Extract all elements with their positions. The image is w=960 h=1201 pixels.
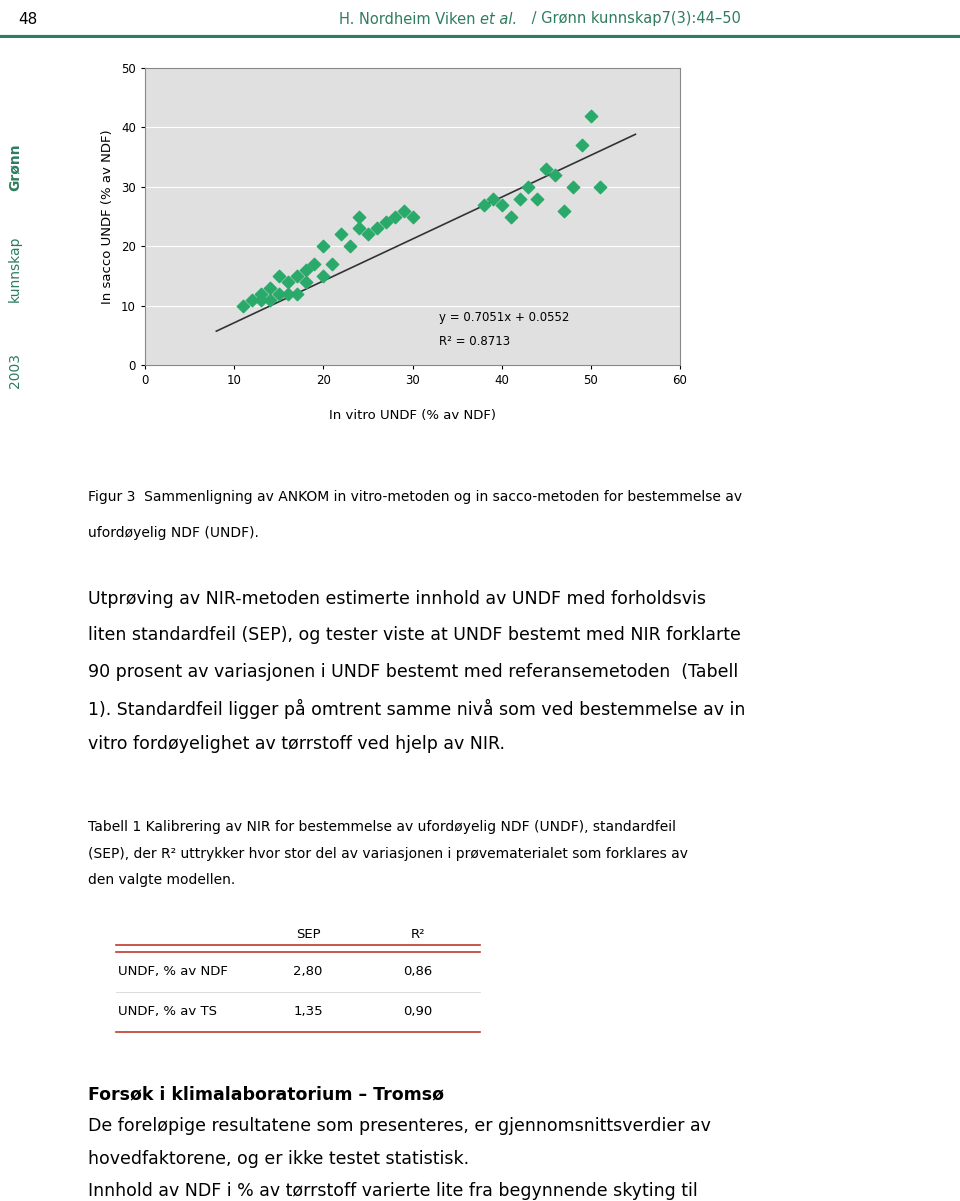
Point <box>271 285 286 304</box>
Point <box>343 237 358 256</box>
Text: R²: R² <box>411 928 425 942</box>
Text: SEP: SEP <box>296 928 321 942</box>
Point <box>387 207 402 226</box>
Point <box>289 267 304 286</box>
Point <box>333 225 348 244</box>
Text: H. Nordheim Viken: H. Nordheim Viken <box>339 12 480 26</box>
Text: Figur 3  Sammenligning av ANKOM in vitro-metoden og in sacco-metoden for bestemm: Figur 3 Sammenligning av ANKOM in vitro-… <box>88 490 742 504</box>
Point <box>307 255 323 274</box>
Text: 2,80: 2,80 <box>294 966 323 979</box>
Point <box>235 295 251 315</box>
Text: (SEP), der R² uttrykker hvor stor del av variasjonen i prøvematerialet som forkl: (SEP), der R² uttrykker hvor stor del av… <box>88 847 688 861</box>
Point <box>494 195 510 214</box>
Point <box>280 285 296 304</box>
Point <box>520 178 536 197</box>
Point <box>324 255 340 274</box>
Point <box>280 273 296 292</box>
Text: Tabell 1 Kalibrering av NIR for bestemmelse av ufordøyelig NDF (UNDF), standardf: Tabell 1 Kalibrering av NIR for bestemme… <box>88 820 676 833</box>
Point <box>485 189 500 208</box>
Point <box>592 178 608 197</box>
Text: 48: 48 <box>18 12 37 26</box>
Point <box>547 166 563 185</box>
Text: hovedfaktorene, og er ikke testet statistisk.: hovedfaktorene, og er ikke testet statis… <box>88 1151 469 1167</box>
Text: In vitro UNDF (% av NDF): In vitro UNDF (% av NDF) <box>329 408 496 422</box>
Point <box>378 213 394 232</box>
Text: den valgte modellen.: den valgte modellen. <box>88 873 235 888</box>
Point <box>351 207 367 226</box>
Point <box>253 291 269 310</box>
Point <box>316 267 331 286</box>
Text: Grønn: Grønn <box>8 144 22 191</box>
Text: Forsøk i klimalaboratorium – Tromsø: Forsøk i klimalaboratorium – Tromsø <box>88 1085 444 1103</box>
Text: 0,86: 0,86 <box>403 966 433 979</box>
Point <box>503 207 518 226</box>
Text: UNDF, % av TS: UNDF, % av TS <box>118 1005 217 1018</box>
Text: 2003: 2003 <box>8 353 22 388</box>
Point <box>574 136 589 155</box>
Point <box>289 285 304 304</box>
Point <box>298 261 313 280</box>
Text: / Grønn kunnskap7(3):44–50: / Grønn kunnskap7(3):44–50 <box>527 12 741 26</box>
Text: et al.: et al. <box>480 12 517 26</box>
Text: y = 0.7051x + 0.0552: y = 0.7051x + 0.0552 <box>440 311 569 324</box>
Point <box>262 279 277 298</box>
Text: vitro fordøyelighet av tørrstoff ved hjelp av NIR.: vitro fordøyelighet av tørrstoff ved hje… <box>88 735 505 753</box>
Point <box>565 178 581 197</box>
Point <box>316 237 331 256</box>
Text: 1,35: 1,35 <box>293 1005 323 1018</box>
Text: liten standardfeil (SEP), og tester viste at UNDF bestemt med NIR forklarte: liten standardfeil (SEP), og tester vist… <box>88 627 741 645</box>
Text: Innhold av NDF i % av tørrstoff varierte lite fra begynnende skyting til: Innhold av NDF i % av tørrstoff varierte… <box>88 1183 698 1201</box>
Text: 0,90: 0,90 <box>403 1005 433 1018</box>
Y-axis label: In sacco UNDF (% av NDF): In sacco UNDF (% av NDF) <box>101 130 114 304</box>
Point <box>539 160 554 179</box>
Point <box>244 291 259 310</box>
Point <box>370 219 385 238</box>
Point <box>396 201 411 220</box>
Text: 1). Standardfeil ligger på omtrent samme nivå som ved bestemmelse av in: 1). Standardfeil ligger på omtrent samme… <box>88 699 745 719</box>
Point <box>360 225 375 244</box>
Point <box>557 201 572 220</box>
Text: Utprøving av NIR-metoden estimerte innhold av UNDF med forholdsvis: Utprøving av NIR-metoden estimerte innho… <box>88 590 706 608</box>
Point <box>476 195 492 214</box>
Point <box>583 106 598 125</box>
Text: 90 prosent av variasjonen i UNDF bestemt med referansemetoden  (Tabell: 90 prosent av variasjonen i UNDF bestemt… <box>88 663 738 681</box>
Point <box>405 207 420 226</box>
Point <box>253 285 269 304</box>
Text: ufordøyelig NDF (UNDF).: ufordøyelig NDF (UNDF). <box>88 526 259 539</box>
Point <box>512 189 527 208</box>
Point <box>271 267 286 286</box>
Text: UNDF, % av NDF: UNDF, % av NDF <box>118 966 228 979</box>
Point <box>351 219 367 238</box>
Point <box>530 189 545 208</box>
Text: De foreløpige resultatene som presenteres, er gjennomsnittsverdier av: De foreløpige resultatene som presentere… <box>88 1117 710 1135</box>
Text: kunnskap: kunnskap <box>8 235 22 303</box>
Text: R² = 0.8713: R² = 0.8713 <box>440 335 511 348</box>
Point <box>298 273 313 292</box>
Point <box>262 291 277 310</box>
